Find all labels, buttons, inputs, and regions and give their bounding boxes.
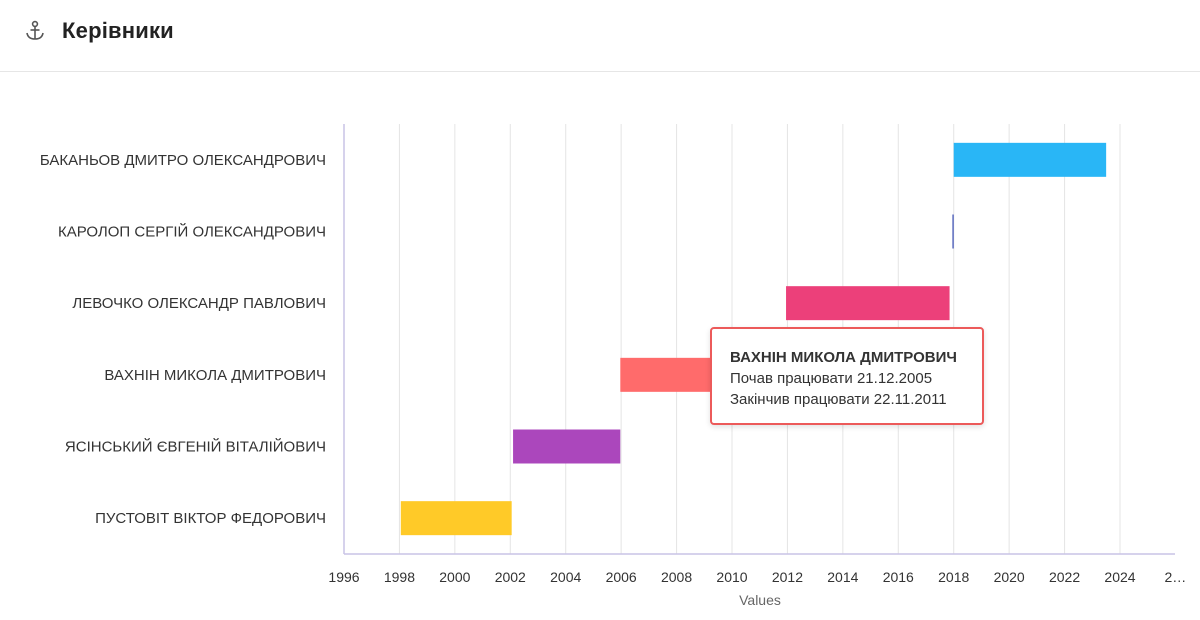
x-tick-label: 2010 [716,569,747,585]
tooltip-end-date: Закінчив працювати 22.11.2011 [730,391,947,408]
x-tick-label: 1998 [384,569,415,585]
x-tick-label: 2004 [550,569,581,585]
chart-tooltip: ВАХНІН МИКОЛА ДМИТРОВИЧ Почав працювати … [710,327,984,425]
timeline-bar [400,501,512,536]
anchor-icon [26,20,44,40]
x-tick-label: 2018 [938,569,969,585]
category-label: БАКАНЬОВ ДМИТРО ОЛЕКСАНДРОВИЧ [40,152,326,169]
tooltip-start-date: Почав працювати 21.12.2005 [730,370,933,387]
x-tick-label: 2020 [994,569,1025,585]
category-label: ВАХНІН МИКОЛА ДМИТРОВИЧ [104,367,326,384]
timeline-bar [953,142,1107,177]
x-tick-label: 2016 [883,569,914,585]
x-tick-label: 2… [1165,569,1187,585]
x-tick-label: 2000 [439,569,470,585]
x-tick-label: 2002 [495,569,526,585]
category-label: ЯСІНСЬКИЙ ЄВГЕНІЙ ВІТАЛІЙОВИЧ [65,438,326,456]
category-label: КАРОЛОП СЕРГІЙ ОЛЕКСАНДРОВИЧ [58,223,326,241]
x-tick-label: 2024 [1104,569,1135,585]
x-tick-label: 2012 [772,569,803,585]
page-header: Керівники [0,0,1200,72]
x-axis-title: Values [739,592,781,608]
x-tick-label: 2008 [661,569,692,585]
x-tick-label: 1996 [328,569,359,585]
category-label: ЛЕВОЧКО ОЛЕКСАНДР ПАВЛОВИЧ [72,295,326,312]
tooltip-title: ВАХНІН МИКОЛА ДМИТРОВИЧ [730,349,957,366]
timeline-bar [952,214,954,249]
x-tick-label: 2022 [1049,569,1080,585]
x-tick-label: 2014 [827,569,858,585]
x-tick-label: 2006 [606,569,637,585]
timeline-chart: 1996 1998 2000 2002 2004 2006 2008 2010 2012 2014… [40,124,1187,608]
timeline-bar [786,286,950,321]
page-title: Керівники [62,18,174,43]
category-label: ПУСТОВІТ ВІКТОР ФЕДОРОВИЧ [95,510,326,527]
timeline-bar [513,429,621,464]
